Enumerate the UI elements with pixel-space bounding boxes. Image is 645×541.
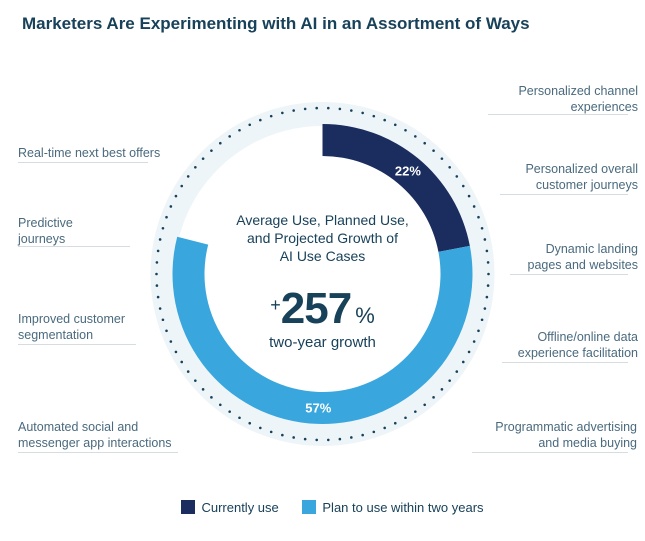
center-line-3: AI Use Cases bbox=[208, 248, 438, 264]
center-pct: % bbox=[355, 303, 375, 328]
label-right-3: Offline/online dataexperience facilitati… bbox=[488, 330, 638, 361]
label-right-0: Personalized channelexperiences bbox=[488, 84, 638, 115]
segment-label-planned: 57% bbox=[305, 400, 331, 415]
label-right-1: Personalized overallcustomer journeys bbox=[488, 162, 638, 193]
label-rule bbox=[510, 274, 628, 275]
label-rule bbox=[18, 344, 136, 345]
label-left-3: Automated social andmessenger app intera… bbox=[18, 420, 188, 451]
label-right-4: Programmatic advertisingand media buying bbox=[472, 420, 637, 451]
label-rule bbox=[502, 362, 628, 363]
label-rule bbox=[500, 194, 628, 195]
center-line-1: Average Use, Planned Use, bbox=[208, 212, 438, 228]
label-rule bbox=[18, 162, 148, 163]
label-left-0: Real-time next best offers bbox=[18, 146, 168, 162]
center-sub: two-year growth bbox=[208, 334, 438, 351]
label-rule bbox=[472, 452, 628, 453]
center-line-2: and Projected Growth of bbox=[208, 230, 438, 246]
legend-swatch-currently bbox=[181, 500, 195, 514]
legend-text-planned: Plan to use within two years bbox=[322, 500, 483, 515]
label-left-2: Improved customersegmentation bbox=[18, 312, 158, 343]
label-left-1: Predictivejourneys bbox=[18, 216, 138, 247]
legend-text-currently: Currently use bbox=[201, 500, 278, 515]
legend: Currently use Plan to use within two yea… bbox=[0, 494, 645, 515]
label-rule bbox=[18, 452, 178, 453]
chart-stage: Average Use, Planned Use, and Projected … bbox=[0, 34, 645, 494]
legend-swatch-planned bbox=[302, 500, 316, 514]
segment-label-currently: 22% bbox=[395, 163, 421, 178]
chart-title: Marketers Are Experimenting with AI in a… bbox=[0, 0, 645, 34]
label-right-2: Dynamic landingpages and websites bbox=[488, 242, 638, 273]
center-big: +257% bbox=[208, 284, 438, 334]
center-plus: + bbox=[270, 295, 281, 315]
center-number: 257 bbox=[281, 284, 351, 333]
